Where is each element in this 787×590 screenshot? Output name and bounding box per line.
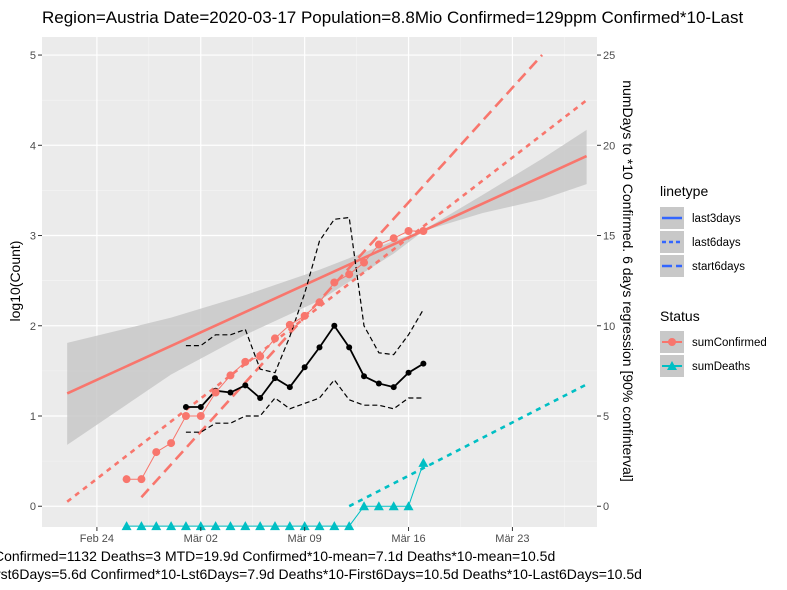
point-sumconfirmed [152, 448, 161, 457]
point-sumdeaths [180, 521, 191, 531]
point-sumdeaths [210, 521, 221, 531]
point-sumconfirmed [137, 475, 146, 484]
legend-label-last3days: last3days [692, 213, 741, 225]
point-sumconfirmed [122, 475, 131, 484]
point-sumdeaths [151, 521, 162, 531]
point-days-to-x10 [331, 322, 338, 329]
y-tick-label-right: 5 [603, 411, 609, 423]
x-tick-label: Feb 24 [80, 533, 114, 545]
point-sumconfirmed [196, 412, 205, 421]
trend-line-deaths-last6days [348, 383, 588, 508]
point-sumconfirmed [211, 388, 220, 397]
point-days-to-x10 [346, 344, 353, 351]
point-sumconfirmed [256, 352, 265, 361]
point-days-to-x10 [301, 364, 308, 371]
series-upper-ci [185, 216, 424, 374]
legend-label-start6days: start6days [692, 261, 745, 273]
point-days-to-x10 [286, 384, 293, 391]
point-sumdeaths [240, 521, 251, 531]
point-sumconfirmed [419, 227, 428, 236]
point-days-to-x10 [197, 403, 204, 410]
x-tick-label: Mär 09 [288, 533, 322, 545]
y-tick-label-left: 2 [30, 321, 36, 333]
point-sumdeaths [284, 521, 295, 531]
y-tick-label-left: 0 [30, 501, 36, 513]
point-sumdeaths [136, 521, 147, 531]
point-sumconfirmed [360, 258, 369, 267]
point-days-to-x10 [227, 389, 234, 396]
legend-key-deaths-point [667, 361, 677, 370]
point-sumconfirmed [167, 439, 176, 448]
y-tick-label-left: 5 [30, 50, 36, 62]
legend-label-sumconfirmed: sumConfirmed [692, 337, 767, 349]
point-days-to-x10 [271, 375, 278, 382]
y-tick-label-right: 10 [603, 321, 615, 333]
point-sumconfirmed [181, 412, 190, 421]
point-sumconfirmed [374, 240, 383, 249]
legend-linetype-title: linetype [660, 183, 708, 199]
point-days-to-x10 [316, 344, 323, 351]
point-days-to-x10 [242, 382, 249, 389]
trend-line-start6days [140, 54, 544, 499]
point-days-to-x10 [182, 403, 189, 410]
legend-label-sumdeaths: sumDeaths [692, 361, 750, 373]
point-sumconfirmed [285, 320, 294, 329]
point-sumdeaths [359, 501, 370, 511]
point-sumdeaths [373, 501, 384, 511]
trend-line-fit-confirmed [66, 154, 588, 395]
point-sumdeaths [166, 521, 177, 531]
point-sumdeaths [403, 501, 414, 511]
point-sumconfirmed [241, 357, 250, 366]
legend-linetype: linetype last3days last6days start6days [660, 183, 745, 277]
confidence-band [67, 129, 587, 445]
y-tick-label-right: 25 [603, 50, 615, 62]
y-tick-label-right: 20 [603, 140, 615, 152]
point-sumdeaths [344, 521, 355, 531]
y-axis-label-right: numDays to *10 Confirmed. 6 days regress… [620, 80, 636, 482]
y-tick-label-right: 15 [603, 231, 615, 243]
chart-title: Region=Austria Date=2020-03-17 Populatio… [42, 8, 743, 27]
legend-key-confirmed-point [668, 338, 676, 346]
point-days-to-x10 [257, 394, 264, 401]
point-sumdeaths [255, 521, 266, 531]
x-tick-label: Mär 23 [495, 533, 529, 545]
y-tick-label-right: 0 [603, 501, 609, 513]
point-sumconfirmed [389, 234, 398, 243]
point-days-to-x10 [390, 384, 397, 391]
x-tick-label: Mär 02 [184, 533, 218, 545]
point-sumdeaths [225, 521, 236, 531]
y-tick-label-left: 4 [30, 140, 36, 152]
point-sumconfirmed [300, 311, 309, 320]
point-sumdeaths [299, 521, 310, 531]
legend-status-title: Status [660, 308, 700, 324]
y-tick-label-left: 3 [30, 231, 36, 243]
point-days-to-x10 [420, 360, 427, 367]
y-axis-label-left: log10(Count) [7, 241, 23, 322]
point-sumconfirmed [345, 270, 354, 279]
point-sumdeaths [195, 521, 206, 531]
point-sumconfirmed [315, 298, 324, 307]
legend-status: Status sumConfirmed sumDeaths [660, 308, 767, 377]
point-days-to-x10 [405, 369, 412, 376]
legend-label-last6days: last6days [692, 237, 741, 249]
point-days-to-x10 [361, 373, 368, 380]
point-sumdeaths [121, 521, 132, 531]
point-sumconfirmed [330, 278, 339, 287]
point-sumconfirmed [226, 371, 235, 380]
series-lower-ci [185, 378, 424, 433]
point-sumconfirmed [404, 227, 413, 236]
point-sumdeaths [388, 501, 399, 511]
point-sumconfirmed [270, 334, 279, 343]
point-days-to-x10 [375, 380, 382, 387]
point-sumdeaths [314, 521, 325, 531]
y-tick-label-left: 1 [30, 411, 36, 423]
point-sumdeaths [418, 457, 429, 467]
point-sumdeaths [329, 521, 340, 531]
caption-line-1: Confirmed=1132 Deaths=3 MTD=19.9d Confir… [0, 548, 555, 564]
caption-line-2: rst6Days=5.6d Confirmed*10-Lst6Days=7.9d… [0, 566, 642, 582]
x-tick-label: Mär 16 [391, 533, 425, 545]
plot-panel [42, 37, 597, 531]
point-sumdeaths [269, 521, 280, 531]
